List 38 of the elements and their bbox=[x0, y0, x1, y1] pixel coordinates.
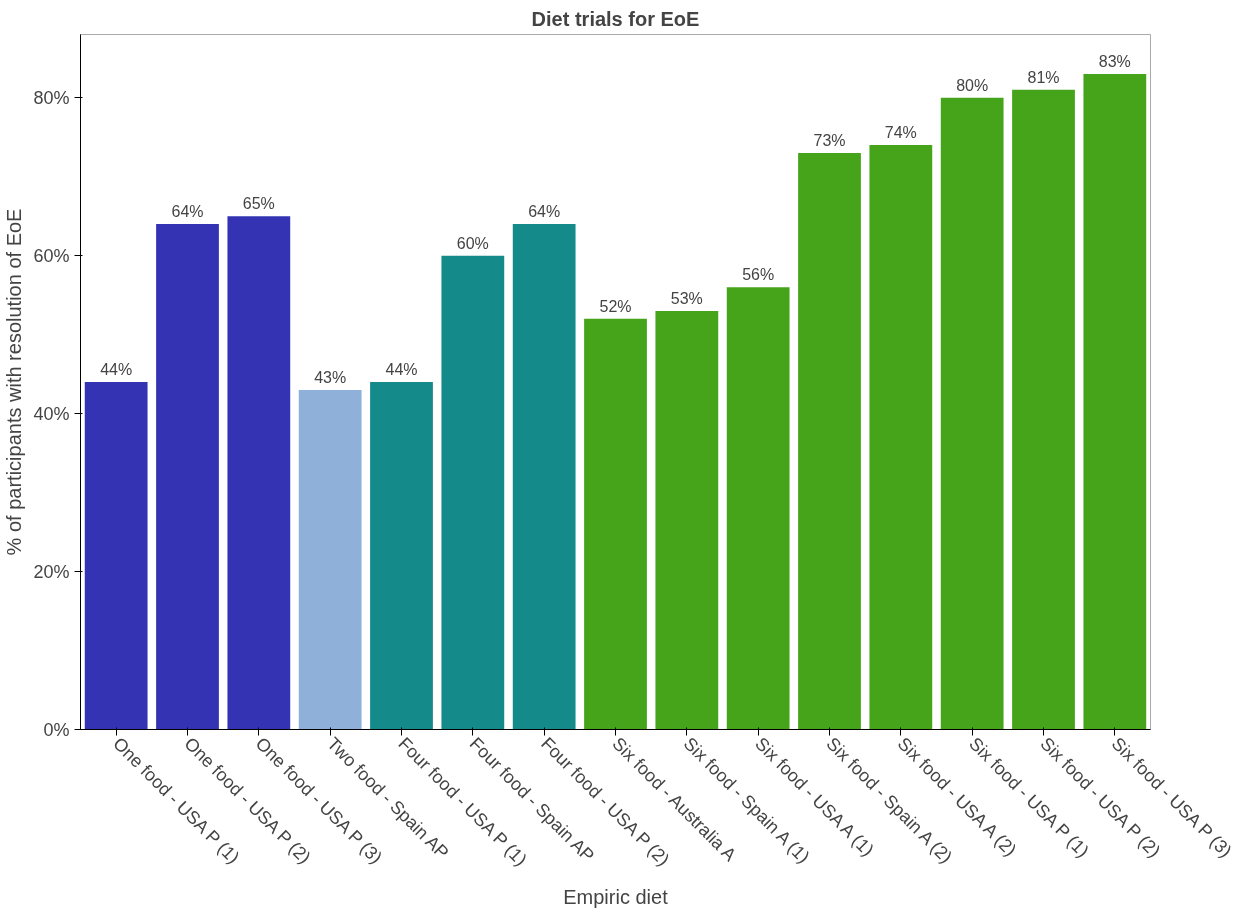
bar bbox=[227, 216, 291, 730]
data-label: 60% bbox=[456, 234, 489, 252]
data-label: 52% bbox=[599, 297, 632, 315]
y-tick-label: 80% bbox=[33, 87, 70, 108]
data-label: 53% bbox=[670, 289, 703, 307]
x-axis-title: Empiric diet bbox=[563, 885, 669, 908]
data-label: 74% bbox=[884, 124, 917, 142]
data-label: 64% bbox=[528, 203, 561, 221]
bar bbox=[1012, 89, 1075, 730]
y-tick-label: 0% bbox=[43, 719, 70, 740]
y-tick-label: 40% bbox=[33, 403, 70, 424]
bar bbox=[655, 310, 719, 730]
data-label: 64% bbox=[171, 203, 204, 221]
bar bbox=[512, 224, 576, 730]
bar bbox=[441, 255, 505, 730]
bar bbox=[156, 224, 219, 730]
bar bbox=[1083, 73, 1147, 730]
bar bbox=[298, 389, 362, 730]
bar bbox=[370, 382, 433, 730]
data-label: 56% bbox=[742, 266, 775, 284]
data-label: 81% bbox=[1027, 68, 1060, 86]
bar bbox=[584, 318, 647, 730]
bar bbox=[940, 97, 1004, 730]
data-label: 83% bbox=[1098, 52, 1131, 70]
data-label: 44% bbox=[100, 361, 133, 378]
data-label: 43% bbox=[314, 368, 347, 386]
data-label: 73% bbox=[813, 131, 846, 149]
bar bbox=[798, 152, 861, 730]
bar bbox=[726, 287, 790, 730]
data-label: 65% bbox=[242, 195, 275, 213]
bar bbox=[84, 382, 148, 730]
y-tick-label: 20% bbox=[33, 561, 70, 582]
y-axis-title: % of participants with resolution of EoE bbox=[3, 208, 26, 556]
data-label: 80% bbox=[956, 76, 989, 94]
bar bbox=[869, 145, 933, 730]
y-tick-label: 60% bbox=[33, 245, 70, 266]
data-label: 44% bbox=[385, 361, 418, 378]
chart-title: Diet trials for EoE bbox=[531, 7, 700, 30]
